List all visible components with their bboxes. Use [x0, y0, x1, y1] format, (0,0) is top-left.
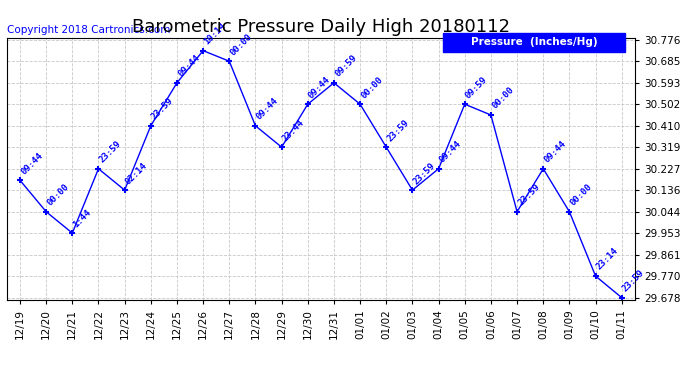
Text: 23:59: 23:59: [98, 139, 123, 165]
Text: 23:59: 23:59: [412, 160, 437, 186]
Text: 00:00: 00:00: [359, 75, 384, 100]
Text: 23:59: 23:59: [516, 182, 542, 207]
Text: 09:44: 09:44: [307, 75, 333, 100]
Text: 00:00: 00:00: [46, 182, 70, 207]
Text: 00:00: 00:00: [569, 182, 594, 207]
Text: 23:59: 23:59: [150, 96, 175, 122]
Text: 23:59: 23:59: [386, 118, 411, 143]
Text: 09:44: 09:44: [437, 139, 463, 165]
Text: 09:44: 09:44: [542, 139, 568, 165]
Text: 23:44: 23:44: [281, 118, 306, 143]
Title: Barometric Pressure Daily High 20180112: Barometric Pressure Daily High 20180112: [132, 18, 510, 36]
FancyBboxPatch shape: [443, 33, 625, 52]
Text: 23:14: 23:14: [595, 246, 620, 272]
Text: 00:00: 00:00: [490, 86, 515, 111]
Text: 09:44: 09:44: [255, 96, 280, 122]
Text: 1:44: 1:44: [72, 207, 93, 229]
Text: 09:44: 09:44: [176, 53, 201, 79]
Text: 00:00: 00:00: [228, 32, 254, 57]
Text: 23:59: 23:59: [621, 268, 647, 294]
Text: 02:14: 02:14: [124, 160, 149, 186]
Text: 09:44: 09:44: [19, 151, 45, 176]
Text: 09:59: 09:59: [333, 53, 359, 79]
Text: Pressure  (Inches/Hg): Pressure (Inches/Hg): [471, 38, 598, 48]
Text: 10:14: 10:14: [202, 21, 228, 46]
Text: 09:59: 09:59: [464, 75, 489, 100]
Text: Copyright 2018 Cartronics.com: Copyright 2018 Cartronics.com: [7, 25, 170, 35]
